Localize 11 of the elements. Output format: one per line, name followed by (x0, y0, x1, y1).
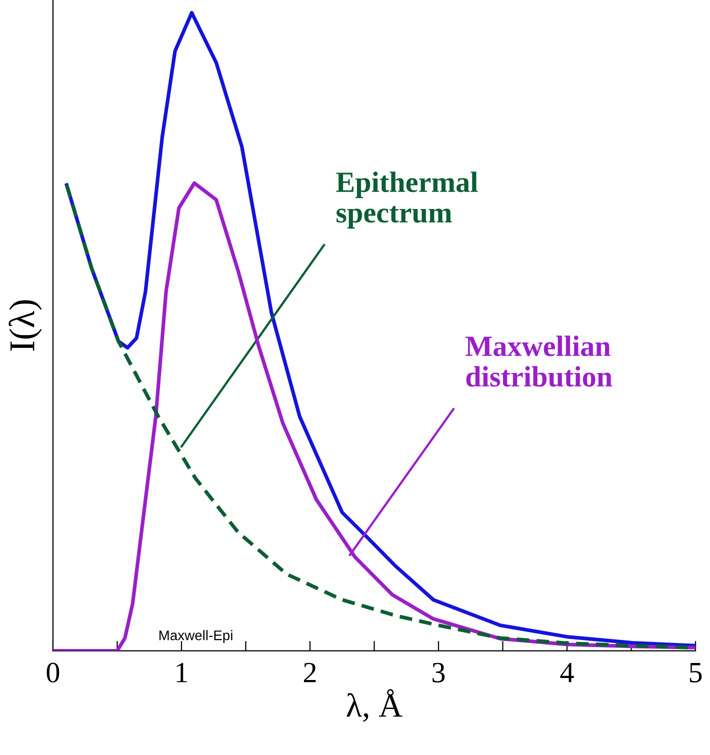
annotation: Maxwell-Epi (159, 630, 232, 643)
x-tick-label: 0 (46, 662, 60, 682)
x-axis-title: λ, Å (346, 689, 402, 722)
x-tick-label: 2 (304, 662, 316, 682)
x-tick-label: 3 (432, 662, 445, 682)
annotation: Epithermal spectrum (336, 172, 478, 229)
x-tick-label: 5 (690, 663, 702, 682)
y-axis-title: I(λ) (8, 300, 42, 351)
annotation: Maxwellian distribution (466, 336, 612, 387)
x-tick-label: 4 (560, 662, 574, 682)
x-tick-label: 1 (176, 662, 188, 682)
